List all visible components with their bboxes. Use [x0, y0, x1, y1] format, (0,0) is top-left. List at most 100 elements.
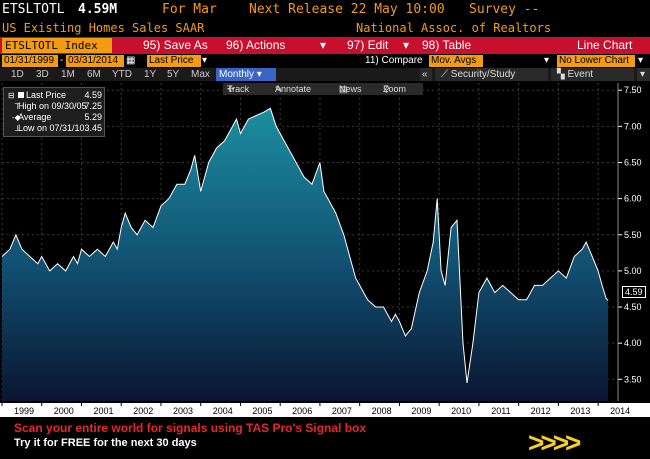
header-description-line: US Existing Homes Sales SAAR National As… — [0, 19, 650, 37]
date-separator: - — [60, 55, 64, 66]
save-as-button[interactable]: 95) Save As — [143, 38, 208, 52]
chevron-down-icon: ▾ — [256, 69, 262, 80]
legend-last-label-text: Last Price — [26, 90, 67, 100]
x-tick-label: 2008 — [372, 406, 392, 416]
x-tick-label: 2007 — [332, 406, 352, 416]
y-tick-label: 7.00 — [624, 121, 642, 131]
legend-high-value: 7.25 — [84, 101, 102, 111]
x-tick-label: 1999 — [14, 406, 34, 416]
series-line[interactable] — [1, 107, 609, 383]
collapse-box-icon[interactable]: ⊟ — [8, 91, 15, 100]
period-toolbar: 1D 3D 1M 6M YTD 1Y 5Y Max Monthly ▾ « ⟋ … — [0, 68, 650, 81]
news-label: News — [339, 84, 362, 94]
compare-button[interactable]: 11) Compare — [365, 55, 423, 66]
next-release-label: Next Release 22 May 10:00 — [249, 2, 445, 17]
chart-tools-toolbar: ✢ Track ✎ Annotate ▤ News ⚲ Zoom — [223, 83, 423, 95]
ticker-input[interactable]: ETSLTOTL Index — [2, 38, 112, 53]
line-chart[interactable]: 3.50 4.00 4.50 5.00 5.50 6.00 6.50 7.00 7.50 — [0, 81, 650, 403]
magnifier-icon: ⚲ — [383, 84, 390, 94]
x-tick-label: 2003 — [173, 406, 193, 416]
legend-average-value: 5.29 — [84, 112, 102, 122]
security-study-button[interactable]: ⟋ Security/Study — [435, 68, 548, 81]
start-date-field[interactable]: 01/31/1999 — [2, 55, 58, 67]
period-1m-button[interactable]: 1M — [61, 69, 75, 80]
collapse-icon[interactable]: « — [420, 68, 432, 81]
legend-low-value: 3.45 — [84, 123, 102, 133]
y-tick-label: 5.00 — [624, 266, 642, 276]
event-button[interactable]: ▚ Event — [551, 68, 634, 81]
price-field-select[interactable]: Last Price — [147, 55, 201, 67]
x-tick-label: 2014 — [610, 406, 630, 416]
legend-high: ⊤ High on 09/30/05 7.25 — [8, 101, 102, 112]
event-dropdown-icon[interactable]: ▾ — [637, 68, 650, 81]
x-tick-label: 2006 — [292, 406, 312, 416]
survey-label: Survey -- — [469, 2, 540, 17]
x-axis-ticks: 1999 2000 2001 2002 2003 2004 2005 2006 2007 2008… — [1, 403, 630, 416]
zoom-label: Zoom — [383, 84, 407, 94]
x-tick-label: 2012 — [531, 406, 551, 416]
y-tick-label: 3.50 — [624, 374, 642, 384]
promo-subline: Try it for FREE for the next 30 days — [14, 437, 197, 449]
period-5y-button[interactable]: 5Y — [167, 69, 180, 80]
legend-average: -◆- Average 5.29 — [8, 112, 102, 123]
legend-high-label: High on 09/30/05 — [18, 101, 87, 111]
color-swatch-icon — [18, 92, 24, 98]
period-1y-button[interactable]: 1Y — [144, 69, 157, 80]
latest-value: 4.59M — [78, 2, 118, 17]
period-1d-button[interactable]: 1D — [11, 69, 24, 80]
y-tick-label: 5.50 — [624, 230, 642, 240]
crosshair-icon: ✢ — [227, 84, 235, 94]
average-marker-icon: -◆- — [12, 113, 24, 122]
period-label: For Mar — [162, 2, 217, 17]
lower-chart-select[interactable]: No Lower Chart — [557, 55, 635, 67]
x-tick-label: 2005 — [252, 406, 272, 416]
period-ytd-button[interactable]: YTD — [112, 69, 132, 80]
track-label: Track — [227, 84, 250, 94]
chart-area[interactable]: 3.50 4.00 4.50 5.00 5.50 6.00 6.50 7.00 7.50 — [0, 81, 650, 403]
actions-button[interactable]: 96) Actions — [226, 38, 286, 52]
y-tick-label: 6.00 — [624, 194, 642, 204]
lower-chart-dropdown-icon[interactable]: ▾ — [638, 55, 644, 66]
x-tick-label: 2002 — [133, 406, 153, 416]
table-button[interactable]: 98) Table — [422, 38, 472, 52]
arrows-icon[interactable]: >>>> — [528, 427, 581, 458]
legend-last-price: ⊟ Last Price 4.59 — [8, 90, 102, 101]
mov-avgs-dropdown-icon[interactable]: ▾ — [544, 55, 550, 66]
pencil-icon: ✎ — [275, 84, 283, 94]
end-date-field[interactable]: 03/31/2014 — [66, 55, 124, 67]
high-marker-icon: ⊤ — [14, 102, 21, 111]
data-source: National Assoc. of Realtors — [356, 21, 552, 35]
promo-banner[interactable]: Scan your entire world for signals using… — [0, 417, 650, 459]
chart-legend[interactable]: ⊟ Last Price 4.59 ⊤ High on 09/30/05 7.2… — [3, 87, 105, 137]
security-study-label: Security/Study — [450, 69, 516, 80]
series-area — [2, 108, 609, 402]
legend-low-label: Low on 07/31/10 — [18, 123, 85, 133]
low-marker-icon: ⊥ — [14, 124, 21, 133]
legend-last-label: Last Price — [18, 90, 66, 101]
moving-averages-select[interactable]: Mov. Avgs — [429, 55, 483, 67]
period-max-button[interactable]: Max — [191, 69, 210, 80]
main-toolbar: ETSLTOTL Index 95) Save As 96) Actions ▾… — [0, 37, 650, 54]
frequency-select[interactable]: Monthly ▾ — [216, 68, 276, 81]
period-6m-button[interactable]: 6M — [87, 69, 101, 80]
chart-type-button[interactable]: Line Chart — [577, 38, 633, 52]
legend-average-label: Average — [18, 112, 52, 122]
event-label: Event — [567, 69, 594, 80]
x-axis: 1999 2000 2001 2002 2003 2004 2005 2006 2007 2008… — [0, 403, 650, 417]
frequency-label: Monthly — [219, 69, 255, 80]
y-tick-label: 6.50 — [624, 158, 642, 168]
x-tick-label: 2001 — [93, 406, 113, 416]
calendar-icon[interactable]: ▦ — [126, 55, 136, 66]
y-tick-label: 4.00 — [624, 338, 642, 348]
event-icon: ▚ — [557, 69, 565, 80]
promo-headline: Scan your entire world for signals using… — [14, 421, 367, 435]
annotate-label: Annotate — [275, 84, 312, 94]
edit-button[interactable]: 97) Edit — [347, 38, 389, 52]
current-value-tag: 4.59 — [622, 286, 646, 298]
actions-dropdown-icon[interactable]: ▾ — [320, 38, 327, 52]
period-3d-button[interactable]: 3D — [36, 69, 49, 80]
edit-dropdown-icon[interactable]: ▾ — [403, 38, 410, 52]
x-tick-label: 2009 — [411, 406, 431, 416]
x-tick-label: 2013 — [570, 406, 590, 416]
price-field-dropdown-icon[interactable]: ▾ — [202, 55, 208, 66]
